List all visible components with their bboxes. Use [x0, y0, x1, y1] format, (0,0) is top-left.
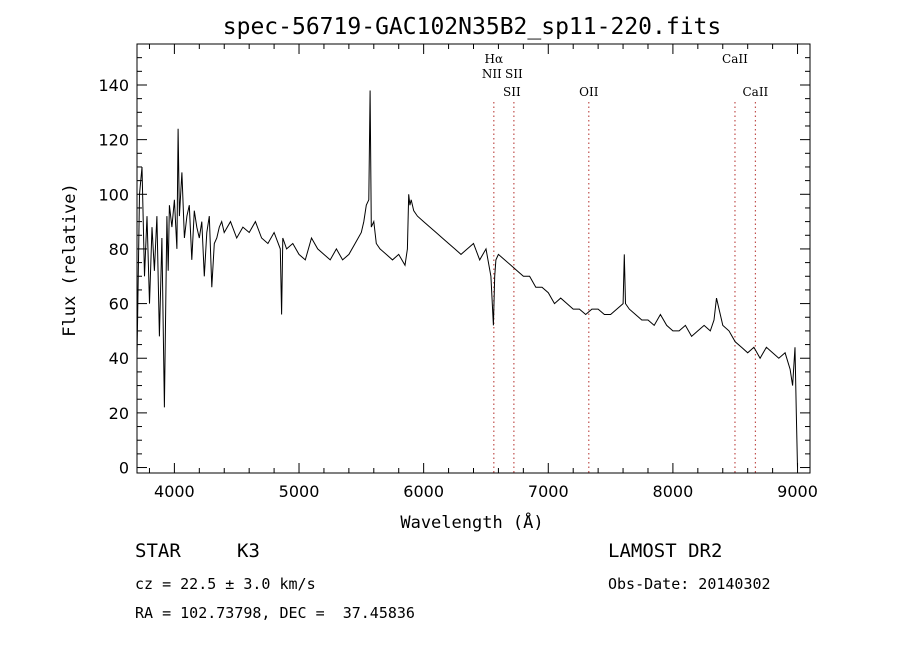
- y-axis-label: Flux (relative): [60, 183, 80, 337]
- spectral-line-label: SII: [503, 85, 521, 99]
- y-tick-label: 20: [109, 404, 129, 423]
- object-class: STAR: [135, 540, 181, 562]
- observation-date: Obs-Date: 20140302: [608, 575, 771, 593]
- spectrum-line: [136, 90, 798, 468]
- axes: 4000 5000 6000 7000 8000 9000 0 20 40 60 80 100 120 1…: [98, 43, 818, 501]
- chart-title: spec-56719-GAC102N35B2_sp11-220.fits: [223, 14, 722, 40]
- y-tick-label: 40: [109, 349, 129, 368]
- spectral-line-label: CaII: [742, 85, 768, 99]
- spectral-line-label: SII: [505, 67, 523, 81]
- x-tick-label: 6000: [403, 482, 444, 501]
- spectral-line-label: NII: [482, 67, 502, 81]
- y-tick-label: 60: [109, 295, 129, 314]
- x-axis-label: Wavelength (Å): [400, 511, 543, 533]
- x-tick-label: 7000: [528, 482, 569, 501]
- y-tick-label: 140: [98, 76, 129, 95]
- object-subclass: K3: [237, 540, 260, 562]
- y-tick-label: 120: [98, 131, 129, 150]
- y-tick-label: 100: [98, 185, 129, 204]
- spectral-line-label: OII: [579, 85, 599, 99]
- coordinates: RA = 102.73798, DEC = 37.45836: [135, 604, 415, 622]
- spectral-line-label: Hα: [485, 52, 504, 66]
- survey-name: LAMOST DR2: [608, 540, 723, 562]
- y-tick-label: 80: [109, 240, 129, 259]
- plot-frame: [136, 43, 811, 474]
- x-tick-label: 4000: [154, 482, 195, 501]
- y-tick-label: 0: [119, 459, 129, 478]
- x-tick-label: 5000: [279, 482, 320, 501]
- x-tick-label: 8000: [653, 482, 694, 501]
- spectral-line-label: CaII: [722, 52, 748, 66]
- x-tick-label: 9000: [777, 482, 818, 501]
- redshift-velocity: cz = 22.5 ± 3.0 km/s: [135, 575, 316, 593]
